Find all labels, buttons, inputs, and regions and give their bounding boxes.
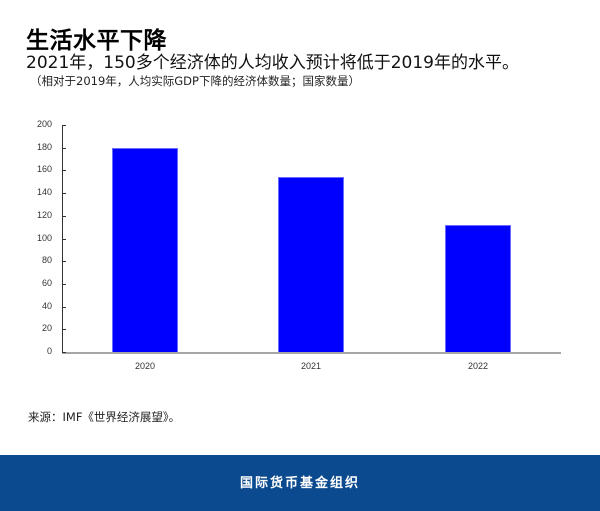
y-tick-mark: [62, 170, 66, 172]
source-note: 来源：IMF《世界经济展望》。: [28, 410, 181, 424]
y-tick-mark: [62, 352, 66, 353]
footer-banner: 国际货币基金组织: [0, 455, 600, 511]
org-name: 国际货币基金组织: [239, 476, 360, 491]
bar-2021: [278, 177, 344, 352]
bar-2020: [112, 147, 178, 352]
y-tick-label: 100: [36, 232, 52, 243]
y-tick-mark: [62, 238, 66, 240]
chart-note: （相对于2019年，人均实际GDP下降的经济体数量；国家数量）: [30, 74, 360, 88]
x-axis: [62, 352, 561, 354]
y-tick-label: 60: [41, 277, 52, 288]
y-tick-label: 20: [41, 323, 52, 334]
x-tick-label: 2021: [300, 361, 322, 371]
y-tick-label: 40: [41, 300, 52, 311]
y-tick-mark: [62, 261, 66, 263]
y-tick-mark: [62, 306, 66, 308]
y-tick-label: 200: [36, 119, 52, 129]
y-tick-mark: [62, 329, 66, 331]
x-tick-label: 2022: [467, 361, 489, 371]
y-tick-mark: [62, 147, 66, 149]
bar-chart: 0 20 40 60 80 100 120 140 160 180 200 2020 2021 2022: [36, 119, 561, 371]
bar-2022: [445, 224, 511, 352]
y-tick-label: 80: [41, 255, 52, 266]
y-tick-label: 0: [46, 346, 52, 356]
y-tick-mark: [62, 125, 66, 126]
y-tick-mark: [62, 283, 66, 285]
y-tick-mark: [62, 215, 66, 217]
y-tick-label: 140: [36, 187, 52, 198]
x-tick-label: 2020: [134, 361, 156, 371]
chart-subtitle: 2021年，150多个经济体的人均收入预计将低于2019年的水平。: [26, 53, 519, 73]
y-tick-label: 160: [36, 164, 52, 175]
y-tick-label: 180: [36, 141, 52, 152]
y-tick-label: 120: [36, 209, 52, 220]
y-tick-mark: [62, 193, 66, 195]
chart-title: 生活水平下降: [26, 28, 167, 54]
